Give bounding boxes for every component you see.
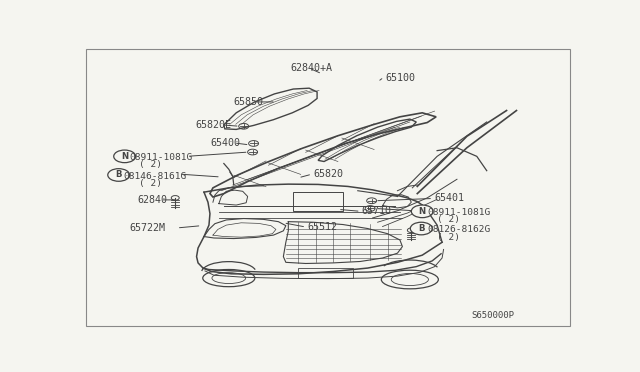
Text: 65850: 65850: [234, 97, 264, 107]
Text: B: B: [418, 224, 424, 233]
Text: 65710: 65710: [362, 206, 392, 217]
Text: 65512: 65512: [307, 222, 337, 232]
Text: 65820E: 65820E: [195, 120, 231, 130]
Bar: [298, 268, 353, 278]
Text: 08146-8161G: 08146-8161G: [124, 172, 187, 181]
Text: ( 2): ( 2): [437, 232, 460, 242]
Text: B: B: [115, 170, 122, 179]
Text: 65401: 65401: [435, 193, 465, 203]
Text: 65820: 65820: [313, 169, 343, 179]
Circle shape: [410, 222, 432, 235]
Circle shape: [412, 205, 433, 218]
Text: 62840+A: 62840+A: [291, 63, 333, 73]
Text: ( 2): ( 2): [138, 179, 161, 188]
Text: S650000P: S650000P: [472, 311, 515, 320]
Text: 65400: 65400: [210, 138, 240, 148]
Text: N: N: [419, 207, 426, 216]
Text: ( 2): ( 2): [138, 160, 161, 169]
Text: 65100: 65100: [385, 73, 415, 83]
Bar: [293, 192, 343, 211]
Circle shape: [108, 169, 129, 181]
Circle shape: [114, 150, 136, 163]
Text: ( 2): ( 2): [437, 215, 460, 224]
Text: 65722M: 65722M: [129, 223, 166, 233]
Text: N: N: [121, 152, 128, 161]
Text: 62840: 62840: [137, 195, 167, 205]
Text: 08911-1081G: 08911-1081G: [428, 208, 490, 217]
Text: 08126-8162G: 08126-8162G: [428, 225, 490, 234]
Text: 08911-1081G: 08911-1081G: [129, 153, 193, 162]
